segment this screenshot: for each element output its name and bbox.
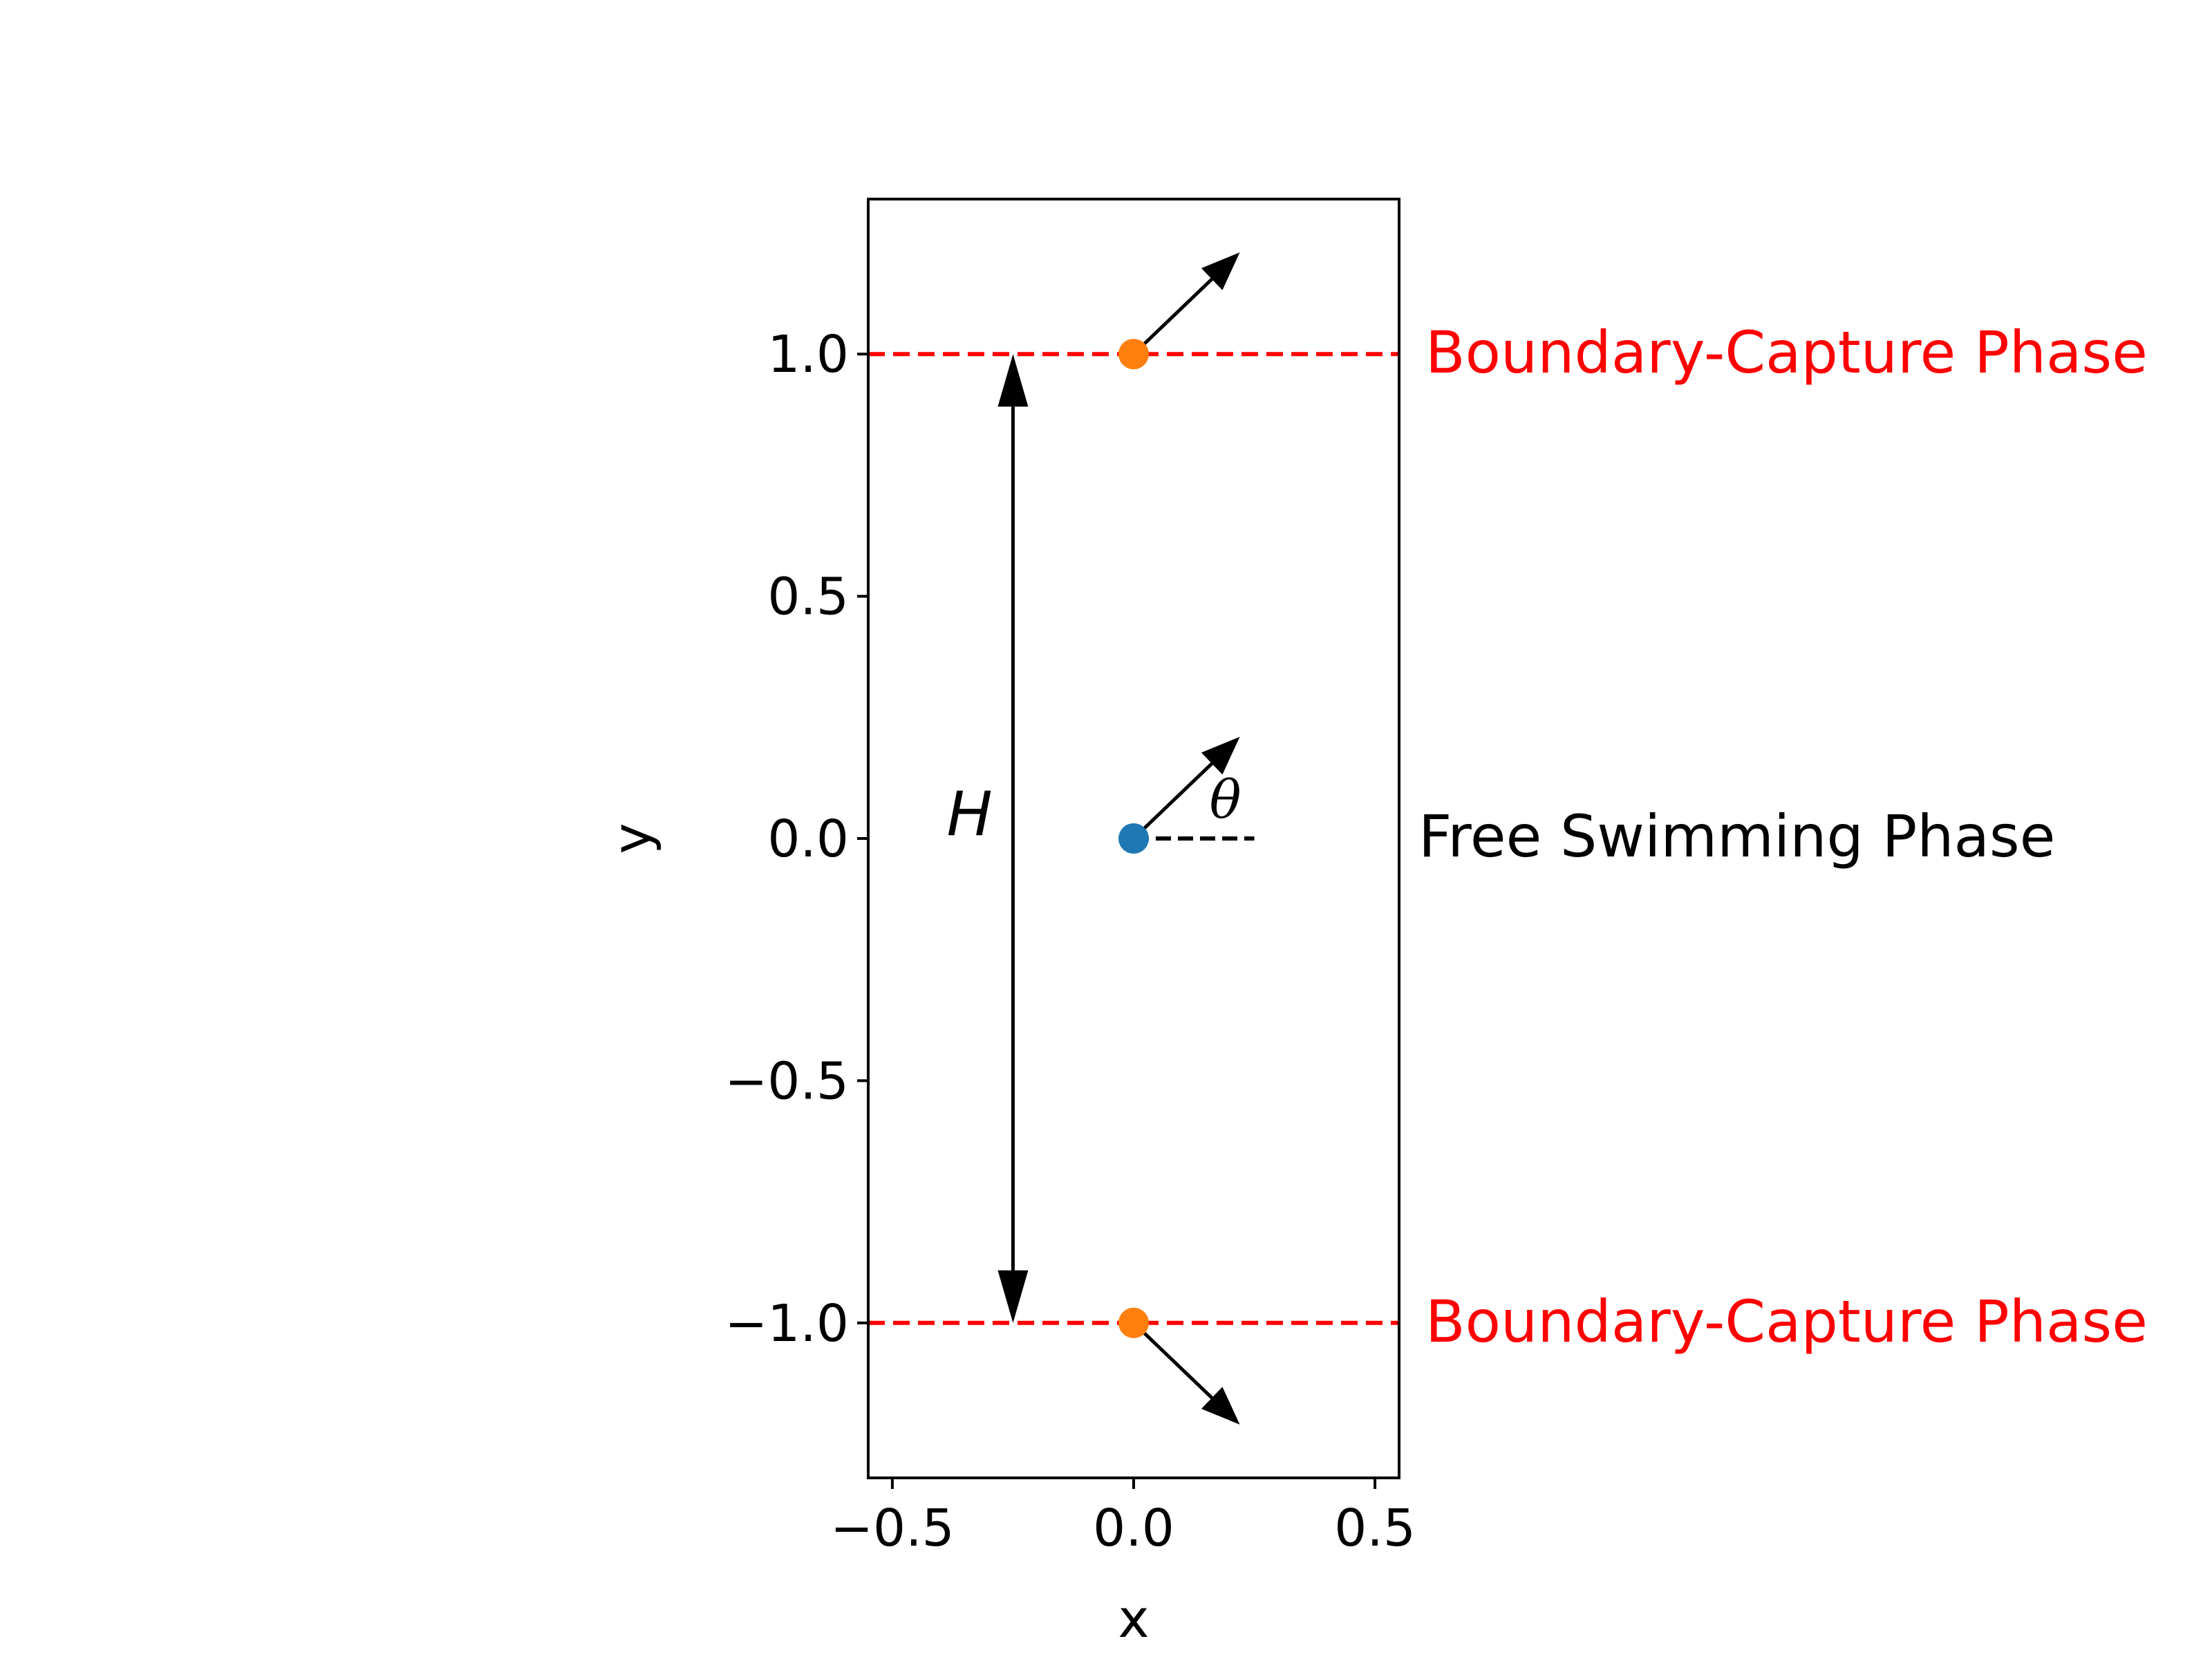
y-tick-label-2: 0.0 xyxy=(767,809,849,869)
height-arrow-down-head xyxy=(997,1270,1029,1323)
annotation-layer: Boundary-Capture Phase Boundary-Capture P… xyxy=(947,319,2148,1356)
y-tick-label-3: 0.5 xyxy=(767,568,849,627)
direction-arrow-0-head xyxy=(1201,252,1240,290)
direction-arrow-1-shaft xyxy=(1132,762,1213,840)
y-tick-label-4: 1.0 xyxy=(767,325,849,384)
x-tick-label-2: 0.5 xyxy=(1334,1499,1416,1558)
point-2 xyxy=(1118,1307,1149,1338)
direction-arrow-2-shaft xyxy=(1132,1321,1213,1399)
x-tick-label-1: 0.0 xyxy=(1093,1499,1174,1558)
height-label: H xyxy=(947,778,993,850)
height-arrow-up-head xyxy=(997,354,1029,407)
plot-layer xyxy=(868,252,1399,1425)
point-0 xyxy=(1118,339,1149,370)
direction-arrow-0-shaft xyxy=(1132,278,1213,356)
angle-theta-label: θ xyxy=(1210,769,1241,830)
tick-layer: −1.0 −0.5 0.0 0.5 1.0 −0.5 0.0 0.5 xyxy=(724,325,1416,1558)
free-swimming-label: Free Swimming Phase xyxy=(1418,803,2055,870)
y-axis-label: y xyxy=(601,823,662,854)
direction-arrow-2-head xyxy=(1201,1387,1240,1425)
direction-arrow-1-head xyxy=(1201,736,1240,775)
boundary-label-1: Boundary-Capture Phase xyxy=(1425,1288,2148,1356)
x-axis-label: x xyxy=(1118,1588,1150,1649)
boundary-label-0: Boundary-Capture Phase xyxy=(1425,319,2148,386)
y-tick-label-0: −1.0 xyxy=(724,1294,849,1353)
point-1 xyxy=(1118,823,1149,854)
x-tick-label-0: −0.5 xyxy=(830,1499,955,1558)
y-tick-label-1: −0.5 xyxy=(724,1051,849,1111)
